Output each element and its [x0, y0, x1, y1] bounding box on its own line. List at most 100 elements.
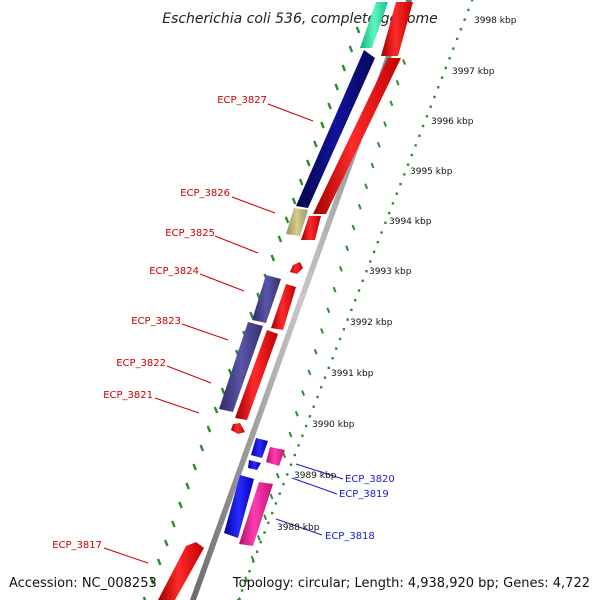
gene-ecp3821-fwd[interactable]: [231, 423, 245, 434]
gene-ecp3819-rev-small[interactable]: [248, 460, 261, 470]
scale-dot: [365, 270, 368, 273]
scale-dot: [357, 289, 361, 292]
topology-text: Topology: circular; Length: 4,938,920 bp…: [232, 576, 590, 591]
gene-top-red[interactable]: [381, 2, 413, 56]
scale-dot: [289, 463, 293, 466]
middle-tick: [376, 141, 381, 148]
scale-dot: [388, 211, 391, 215]
label-ecp3824[interactable]: ECP_3824: [149, 266, 199, 277]
gene-ecp3825-fwd[interactable]: [290, 262, 303, 274]
inner-tick: [206, 425, 212, 433]
kbp-label-3990: 3990 kbp: [312, 420, 355, 430]
scale-dot: [444, 66, 447, 70]
scale-dot: [338, 337, 342, 341]
inner-tick: [327, 102, 332, 110]
label-ecp3827[interactable]: ECP_3827: [217, 95, 267, 106]
gene-top-teal[interactable]: [360, 2, 388, 48]
gene-ecp3824-rev[interactable]: [252, 275, 281, 323]
inner-tick: [142, 596, 147, 600]
label-ecp3818[interactable]: ECP_3818: [325, 531, 375, 542]
scale-dot: [391, 202, 395, 205]
label-ecp3820[interactable]: ECP_3820: [345, 474, 395, 485]
scale-dot: [463, 18, 466, 21]
scale-dot: [421, 124, 425, 128]
scale-dot: [369, 260, 372, 263]
scale-dot: [376, 240, 379, 244]
gene-ecp3817-fwd[interactable]: [158, 542, 204, 600]
scale-dot: [342, 328, 346, 331]
gene-ecp3818-rev[interactable]: [224, 475, 254, 538]
scale-dot: [455, 37, 459, 41]
scale-dot: [267, 521, 270, 524]
middle-tick: [294, 410, 299, 417]
middle-tick: [345, 245, 350, 252]
scale-dot: [395, 192, 398, 195]
scale-dot: [259, 540, 262, 544]
inner-tick: [270, 254, 276, 262]
scale-dot: [271, 511, 274, 515]
scale-dot: [414, 144, 417, 147]
inner-tick: [348, 45, 354, 53]
inner-tick: [313, 140, 318, 148]
scale-dot: [437, 86, 440, 89]
gene-ecp3820-rev[interactable]: [251, 438, 268, 458]
scale-dot: [372, 250, 376, 253]
scale-dot: [410, 153, 413, 157]
gene-ecp3823-rev[interactable]: [219, 322, 263, 412]
gene-ecp3827-fwd[interactable]: [313, 58, 401, 214]
gene-ecp3819-fwd[interactable]: [239, 482, 273, 546]
scale-dot: [263, 531, 266, 534]
inner-tick: [149, 577, 155, 585]
scale-dot: [440, 76, 444, 79]
middle-tick: [320, 328, 324, 334]
middle-tick: [326, 307, 331, 314]
middle-tick: [307, 369, 312, 376]
gene-ecp3820-fwd[interactable]: [266, 447, 285, 466]
scale-dot: [240, 589, 244, 592]
scale-dot: [320, 386, 323, 389]
gene-ecp3826-rev[interactable]: [286, 208, 308, 236]
scale-dot: [282, 482, 285, 486]
label-ecp3819[interactable]: ECP_3819: [339, 489, 389, 500]
scale-dot: [312, 405, 315, 408]
inner-tick: [185, 482, 190, 490]
inner-tick: [320, 121, 325, 129]
kbp-label-3991: 3991 kbp: [331, 369, 374, 379]
gene-ecp3824-fwd[interactable]: [271, 284, 296, 330]
scale-dot: [433, 95, 436, 99]
inner-tick: [213, 406, 219, 414]
scale-dot: [293, 453, 296, 457]
inner-tick: [171, 520, 176, 528]
label-ecp3822[interactable]: ECP_3822: [116, 358, 166, 369]
middle-tick: [389, 100, 394, 107]
scale-dot: [316, 395, 319, 399]
label-ecp3825[interactable]: ECP_3825: [165, 228, 215, 239]
gene-ecp3827-rev[interactable]: [296, 50, 375, 208]
label-ecp3826[interactable]: ECP_3826: [180, 188, 230, 199]
scale-dot: [403, 173, 406, 176]
middle-tick: [238, 597, 242, 600]
scale-dot: [278, 492, 281, 495]
label-ecp3821[interactable]: ECP_3821: [103, 390, 153, 401]
inner-tick: [284, 216, 290, 224]
middle-tick: [263, 514, 268, 521]
inner-tick: [341, 64, 347, 72]
gene-ecp3822-fwd[interactable]: [235, 330, 278, 420]
gene-ecp3826-fwd[interactable]: [301, 216, 321, 240]
label-ecp3823[interactable]: ECP_3823: [131, 316, 181, 327]
forward-strand-genes: [158, 2, 413, 600]
label-ecp3817[interactable]: ECP_3817: [52, 540, 102, 551]
scale-dot: [406, 163, 410, 166]
middle-tick: [301, 390, 306, 396]
inner-tick: [178, 501, 183, 509]
inner-tick: [156, 558, 162, 566]
inner-tick: [199, 444, 205, 452]
kbp-label-3994: 3994 kbp: [389, 217, 432, 227]
kbp-label-3993: 3993 kbp: [369, 267, 412, 277]
middle-tick: [269, 493, 274, 500]
scale-dot: [323, 376, 327, 379]
scale-dot: [252, 560, 255, 563]
scale-dot: [452, 47, 455, 50]
inner-tick: [298, 178, 304, 186]
